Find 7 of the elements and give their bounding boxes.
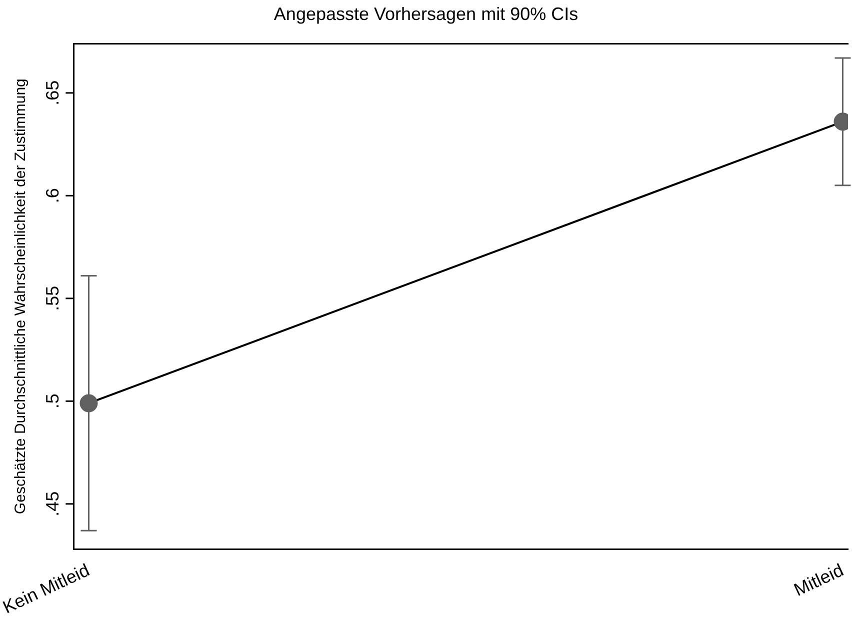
- y-tick-label: .65: [42, 80, 63, 106]
- y-tick-label: .45: [42, 491, 63, 516]
- y-axis-title: Geschätzte Durchschnittliche Wahrscheinlichkeit der Zustimmung: [12, 78, 29, 514]
- chart-title: Angepasste Vorhersagen mit 90% CIs: [274, 4, 578, 24]
- y-tick-label: .6: [42, 188, 63, 204]
- y-tick-label: .55: [42, 286, 63, 311]
- y-tick-label: .5: [42, 394, 63, 409]
